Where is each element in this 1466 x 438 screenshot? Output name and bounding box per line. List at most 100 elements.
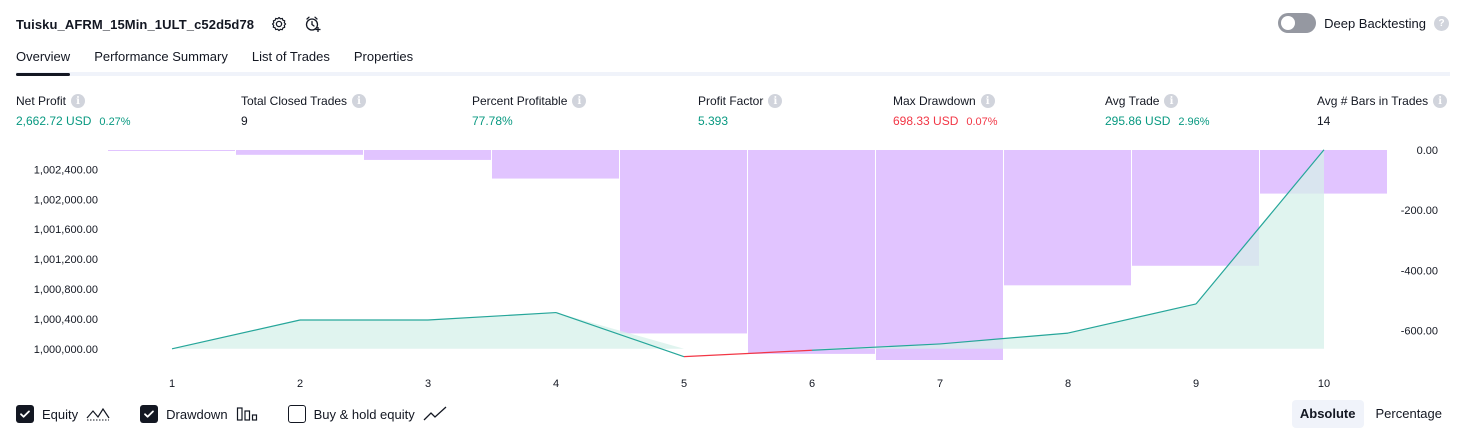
equity-line-segment — [427, 311, 557, 321]
metric-percent: 2.96% — [1178, 116, 1210, 128]
report-header: Tuisku_AFRM_15Min_1ULT_c52d5d78 — [16, 14, 322, 34]
add-alert-icon[interactable] — [304, 15, 322, 33]
metric-label: Profit Factor — [698, 94, 764, 108]
metric-label: Avg Trade — [1105, 94, 1160, 108]
legend-label: Equity — [42, 406, 79, 422]
metric-value: 2,662.72 USD — [16, 114, 92, 128]
left-axis-tick-label: 1,001,200.00 — [34, 254, 98, 266]
drawdown-bar — [748, 150, 875, 354]
drawdown-checkbox[interactable] — [140, 405, 159, 423]
info-icon[interactable]: i — [768, 94, 783, 108]
equity-area — [172, 149, 1324, 349]
right-axis-tick-label: -200.00 — [1401, 205, 1438, 217]
legend-equity[interactable]: Equity — [16, 405, 110, 423]
metric-percent: 0.27% — [99, 116, 131, 128]
deep-backtesting-toggle[interactable] — [1278, 13, 1317, 33]
metric-net-profit: Net Profit i 2,662.72 USD 0.27% — [16, 93, 131, 128]
strategy-name: Tuisku_AFRM_15Min_1ULT_c52d5d78 — [16, 16, 255, 32]
equity-line-segment — [555, 311, 685, 358]
metrics-row: Net Profit i 2,662.72 USD 0.27% Total Clos… — [0, 93, 1466, 133]
equity-drawdown-chart[interactable]: 1,000,000.00 1,000,400.00 1,000,800.00 1,00… — [0, 140, 1466, 390]
metric-avg-bars-in-trades: Avg # Bars in Trades i 14 — [1317, 93, 1448, 128]
legend-label: Drawdown — [166, 406, 228, 422]
chart-legend: Equity Drawdown Buy & hold equity — [16, 403, 477, 425]
tab-overview[interactable]: Overview — [16, 46, 71, 76]
help-icon[interactable]: ? — [1434, 15, 1449, 31]
equity-checkbox[interactable] — [16, 405, 34, 423]
tab-bar: Overview Performance Summary List of Tra… — [16, 46, 1450, 76]
metric-value: 5.393 — [698, 114, 729, 128]
equity-line-segment — [1195, 149, 1325, 305]
drawdown-bar — [492, 150, 619, 179]
metric-percent: 0.07% — [966, 116, 998, 128]
left-axis-tick-label: 1,000,800.00 — [34, 284, 98, 296]
info-icon[interactable]: i — [71, 94, 86, 108]
metric-value: 295.86 USD — [1105, 114, 1171, 128]
percentage-button[interactable]: Percentage — [1375, 406, 1443, 421]
tab-list-of-trades[interactable]: List of Trades — [251, 49, 330, 64]
legend-label: Buy & hold equity — [313, 406, 415, 422]
tab-properties[interactable]: Properties — [353, 49, 414, 64]
drawdown-bar — [620, 150, 747, 334]
deep-backtesting-label: Deep Backtesting — [1324, 15, 1426, 31]
metric-value: 14 — [1317, 114, 1331, 128]
metric-total-closed-trades: Total Closed Trades i 9 — [241, 93, 367, 128]
metric-label: Percent Profitable — [472, 94, 568, 108]
drawdown-bar — [876, 150, 1003, 360]
x-axis-tick-label: 4 — [553, 378, 559, 390]
info-icon[interactable]: i — [1164, 94, 1179, 108]
equity-line-segment — [811, 343, 941, 351]
left-axis-tick-label: 1,002,400.00 — [34, 164, 98, 176]
metric-profit-factor: Profit Factor i 5.393 — [698, 93, 783, 128]
deep-backtesting-control: Deep Backtesting ? — [1278, 13, 1449, 33]
metric-label: Avg # Bars in Trades — [1317, 94, 1429, 108]
right-axis-tick-label: 0.00 — [1417, 145, 1438, 157]
x-axis-tick-label: 1 — [169, 378, 175, 390]
absolute-button[interactable]: Absolute — [1291, 400, 1364, 428]
legend-drawdown[interactable]: Drawdown — [140, 405, 257, 423]
info-icon[interactable]: i — [1433, 94, 1448, 108]
right-axis-tick-label: -400.00 — [1401, 265, 1438, 277]
scale-switch: Absolute Percentage — [1288, 399, 1450, 429]
equity-line-segment — [683, 349, 813, 358]
x-axis-tick-label: 3 — [425, 378, 431, 390]
info-icon[interactable]: i — [352, 94, 367, 108]
x-axis-tick-label: 9 — [1193, 378, 1199, 390]
equity-line-segment — [939, 332, 1069, 345]
left-axis-tick-label: 1,000,000.00 — [34, 344, 98, 356]
drawdown-bar — [364, 150, 491, 160]
info-icon[interactable]: i — [980, 94, 995, 108]
equity-line-segment — [1067, 303, 1197, 334]
settings-icon[interactable] — [270, 15, 288, 33]
x-axis-tick-label: 6 — [809, 378, 815, 390]
x-axis-tick-label: 8 — [1065, 378, 1071, 390]
metric-max-drawdown: Max Drawdown i 698.33 USD 0.07% — [893, 93, 998, 128]
right-axis-tick-label: -600.00 — [1401, 325, 1438, 337]
buy-hold-line-icon — [423, 406, 447, 422]
metric-value: 9 — [241, 114, 248, 128]
legend-buy-hold-equity[interactable]: Buy & hold equity — [287, 405, 447, 423]
x-axis-tick-label: 7 — [937, 378, 943, 390]
x-axis-tick-label: 5 — [681, 378, 687, 390]
metric-avg-trade: Avg Trade i 295.86 USD 2.96% — [1105, 93, 1210, 128]
left-axis-tick-label: 1,000,400.00 — [34, 314, 98, 326]
metric-percent-profitable: Percent Profitable i 77.78% — [472, 93, 587, 128]
metric-value: 698.33 USD — [893, 114, 959, 128]
metric-label: Net Profit — [16, 94, 67, 108]
x-axis-tick-label: 10 — [1318, 378, 1330, 390]
metric-label: Total Closed Trades — [241, 94, 348, 108]
metric-label: Max Drawdown — [893, 94, 976, 108]
drawdown-bar — [1004, 150, 1131, 286]
equity-line-segment — [171, 319, 301, 350]
info-icon[interactable]: i — [572, 94, 587, 108]
metric-value: 77.78% — [472, 114, 513, 128]
buy-hold-checkbox[interactable] — [287, 405, 306, 423]
left-axis-tick-label: 1,002,000.00 — [34, 194, 98, 206]
drawdown-bars-icon — [236, 406, 258, 422]
drawdown-bar — [108, 150, 235, 151]
drawdown-bar — [236, 150, 363, 155]
drawdown-bar — [1132, 150, 1259, 266]
equity-line-icon — [86, 406, 110, 422]
tab-performance-summary[interactable]: Performance Summary — [94, 49, 228, 64]
left-axis-tick-label: 1,001,600.00 — [34, 224, 98, 236]
